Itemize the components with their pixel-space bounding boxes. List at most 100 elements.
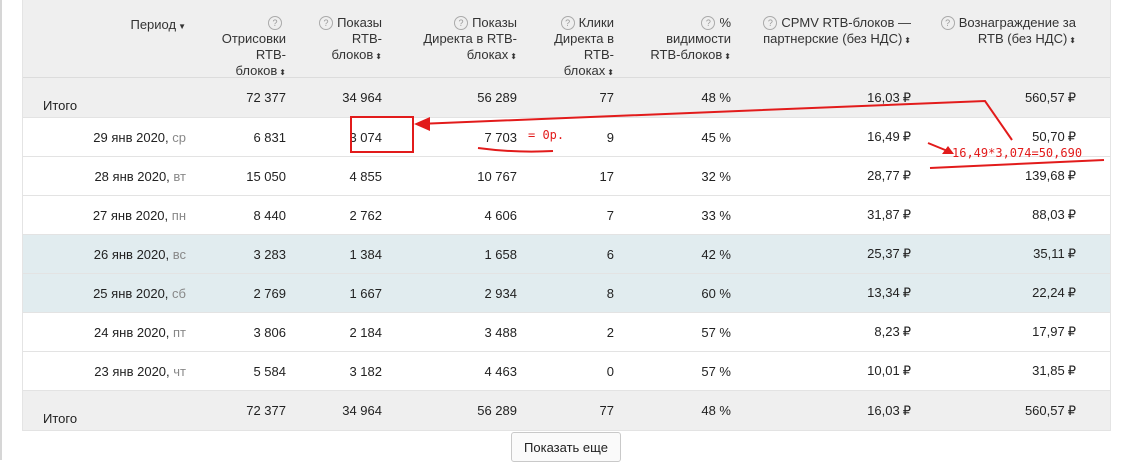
value-cell: 77 bbox=[537, 90, 634, 105]
value: 2 bbox=[606, 324, 614, 340]
sort-desc-icon[interactable]: ▼ bbox=[178, 22, 186, 31]
value: 7 bbox=[606, 207, 614, 223]
sort-icon[interactable]: ⬍ bbox=[607, 68, 614, 77]
column-header[interactable]: ?Отрисовки RTB-блоков ⬍ bbox=[206, 0, 306, 81]
period-cell: 24 янв 2020, пт bbox=[23, 325, 206, 340]
help-icon[interactable]: ? bbox=[319, 16, 334, 30]
period-cell: 25 янв 2020, сб bbox=[23, 286, 206, 301]
day-of-week: сб bbox=[172, 285, 186, 301]
sort-icon[interactable]: ⬍ bbox=[1069, 36, 1076, 45]
sort-icon[interactable]: ⬍ bbox=[510, 52, 517, 61]
value: 4 606 bbox=[484, 207, 517, 223]
value: 77 bbox=[599, 403, 614, 418]
value: 31,85 bbox=[1032, 363, 1065, 378]
day-of-week: ср bbox=[172, 129, 186, 145]
help-icon[interactable]: ? bbox=[940, 16, 955, 30]
value: 560,57 bbox=[1024, 89, 1065, 105]
period-date: 23 янв 2020, bbox=[94, 363, 170, 379]
value: 1 384 bbox=[349, 246, 382, 262]
currency-symbol: ₽ bbox=[902, 402, 911, 418]
value: 48 % bbox=[701, 403, 731, 418]
period-date: 24 янв 2020, bbox=[94, 324, 170, 340]
column-header[interactable]: ? Клики Директа в RTB-блоках ⬍ bbox=[537, 0, 634, 81]
column-header[interactable]: ? Вознаграждение за RTB (без НДС) ⬍ bbox=[931, 0, 1096, 49]
value-cell: 35,11 ₽ bbox=[931, 246, 1096, 262]
currency-symbol: ₽ bbox=[1067, 168, 1076, 183]
value-cell: 48 % bbox=[634, 90, 751, 105]
value: 33 % bbox=[701, 207, 731, 223]
currency-symbol: ₽ bbox=[1067, 246, 1076, 261]
period-date: 25 янв 2020, bbox=[93, 285, 169, 301]
value-cell: 15 050 bbox=[206, 169, 306, 184]
day-of-week: вт bbox=[173, 168, 186, 184]
help-icon[interactable]: ? bbox=[268, 16, 282, 30]
column-header[interactable]: ? Показы RTB-блоков ⬍ bbox=[306, 0, 402, 65]
sort-icon[interactable]: ⬍ bbox=[904, 36, 911, 45]
value: 3 806 bbox=[253, 324, 286, 340]
table-row: 28 янв 2020, вт 15 050 4 855 10 767 17 32 % 28… bbox=[23, 157, 1110, 196]
total-label: Итого bbox=[43, 97, 78, 113]
value: 42 % bbox=[701, 246, 731, 262]
value-cell: 57 % bbox=[634, 364, 751, 379]
value-cell: 0 bbox=[537, 364, 634, 379]
period-cell: 23 янв 2020, чт bbox=[23, 364, 206, 379]
total-row: Итого 72 377 34 964 56 289 77 48 % 16,03 ₽560,5… bbox=[23, 78, 1110, 118]
column-header[interactable]: ? CPMV RTB-блоков — партнерские (без НДС)… bbox=[751, 0, 931, 49]
value: 77 bbox=[599, 90, 614, 105]
column-header[interactable]: Период ▼ bbox=[23, 0, 206, 35]
table-row: 29 янв 2020, ср 6 831 3 074 7 703 9 45 % 16,49… bbox=[23, 118, 1110, 157]
value: 139,68 bbox=[1024, 168, 1065, 183]
value-cell: 17,97 ₽ bbox=[931, 324, 1096, 340]
value-cell: 45 % bbox=[634, 130, 751, 145]
value: 34 964 bbox=[342, 90, 382, 105]
sort-icon[interactable]: ⬍ bbox=[279, 68, 286, 77]
period-cell: 27 янв 2020, пн bbox=[23, 208, 206, 223]
help-icon[interactable]: ? bbox=[763, 16, 778, 30]
value: 10,01 bbox=[867, 363, 900, 378]
value-cell: 50,70 ₽ bbox=[931, 129, 1096, 145]
table-row: 26 янв 2020, вс 3 283 1 384 1 658 6 42 % 25,37… bbox=[23, 235, 1110, 274]
value-cell: 7 bbox=[537, 208, 634, 223]
help-icon[interactable]: ? bbox=[454, 16, 469, 30]
currency-symbol: ₽ bbox=[902, 285, 911, 300]
value-cell: 60 % bbox=[634, 286, 751, 301]
value-cell: 13,34 ₽ bbox=[751, 285, 931, 301]
value: 31,87 bbox=[867, 207, 900, 222]
value-cell: 32 % bbox=[634, 169, 751, 184]
value-cell: 31,87 ₽ bbox=[751, 207, 931, 223]
value: 13,34 bbox=[867, 285, 900, 300]
value: 16,49 bbox=[867, 129, 900, 144]
value: 8 bbox=[606, 285, 614, 301]
value: 32 % bbox=[701, 168, 731, 184]
sort-icon[interactable]: ⬍ bbox=[375, 52, 382, 61]
value: 60 % bbox=[701, 285, 731, 301]
total-row: Итого 72 377 34 964 56 289 77 48 % 16,03 ₽560,5… bbox=[23, 391, 1110, 431]
sort-icon[interactable]: ⬍ bbox=[724, 52, 731, 61]
value: 3 283 bbox=[253, 246, 286, 262]
value-cell: 3 182 bbox=[306, 364, 402, 379]
help-icon[interactable]: ? bbox=[701, 16, 716, 30]
left-border bbox=[0, 0, 2, 460]
value-cell: 4 606 bbox=[402, 208, 537, 223]
help-icon[interactable]: ? bbox=[560, 16, 575, 30]
value: 17 bbox=[599, 168, 614, 184]
period-date: 29 янв 2020, bbox=[93, 129, 169, 145]
value: 57 % bbox=[701, 324, 731, 340]
value-cell: 25,37 ₽ bbox=[751, 246, 931, 262]
value-cell: 1 658 bbox=[402, 247, 537, 262]
column-header-label: % видимости RTB-блоков bbox=[650, 15, 731, 62]
value: 0 bbox=[606, 363, 614, 379]
value-cell: 2 934 bbox=[402, 286, 537, 301]
currency-symbol: ₽ bbox=[1067, 324, 1076, 339]
column-header[interactable]: ? Показы Директа в RTB-блоках ⬍ bbox=[402, 0, 537, 65]
table-row: 27 янв 2020, пн 8 440 2 762 4 606 7 33 % 31,87… bbox=[23, 196, 1110, 235]
table-row: 24 янв 2020, пт 3 806 2 184 3 488 2 57 % 8,23 ₽… bbox=[23, 313, 1110, 352]
value: 2 934 bbox=[484, 285, 517, 301]
value-cell: 16,03 ₽ bbox=[751, 403, 931, 419]
total-label: Итого bbox=[43, 410, 78, 426]
value: 3 182 bbox=[349, 363, 382, 379]
value-cell: 56 289 bbox=[402, 403, 537, 418]
column-header[interactable]: ?% видимости RTB-блоков ⬍ bbox=[634, 0, 751, 65]
show-more-button[interactable]: Показать еще bbox=[511, 432, 621, 462]
value-cell: 5 584 bbox=[206, 364, 306, 379]
